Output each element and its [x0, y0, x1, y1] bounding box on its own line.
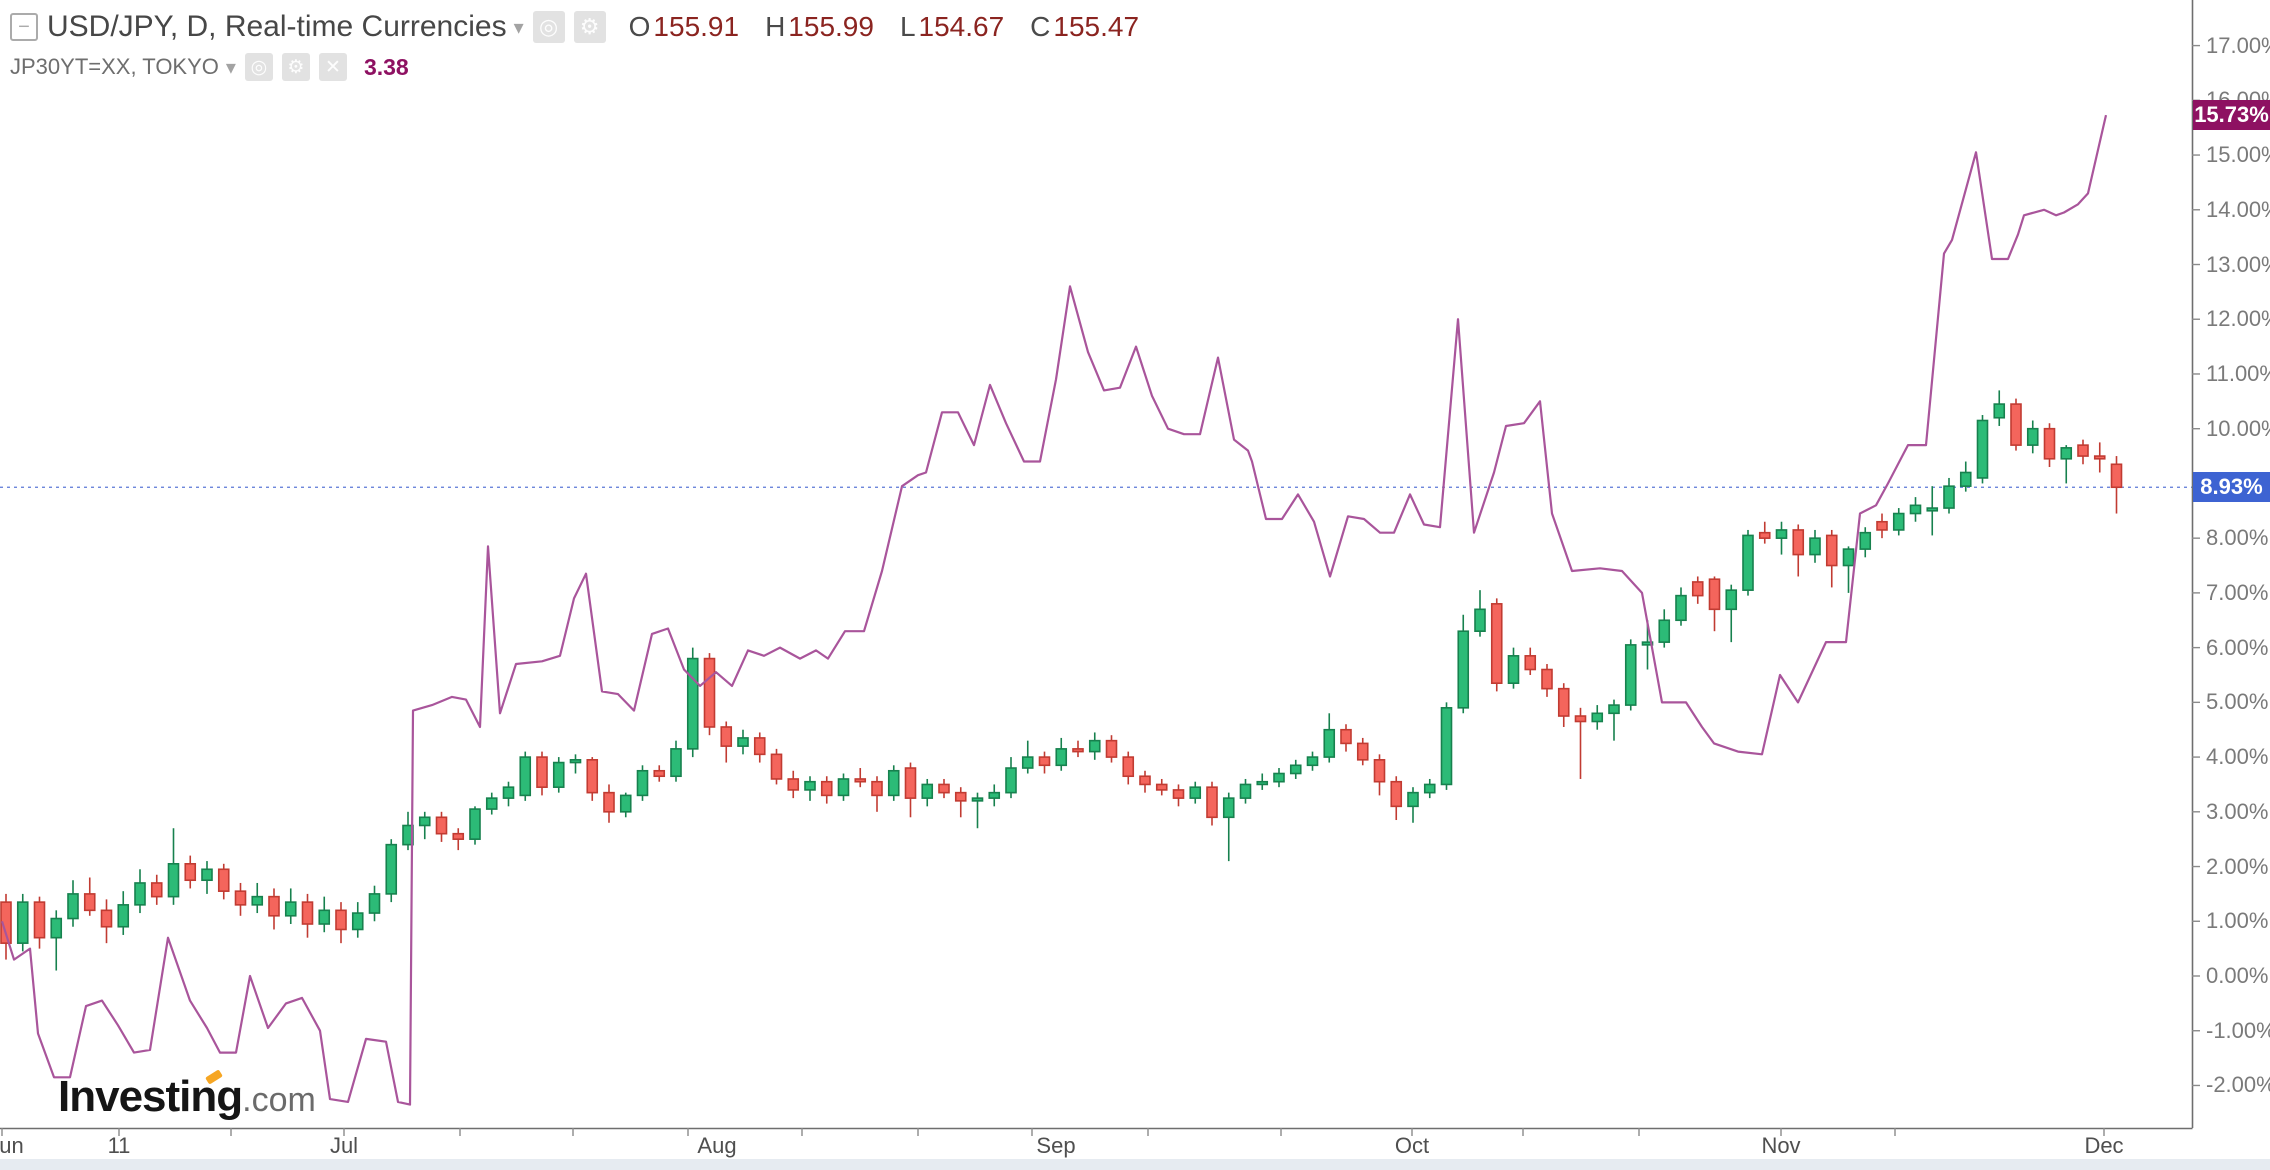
close-value: 155.47 — [1053, 11, 1140, 42]
chart-legend: − USD/JPY, D, Real-time Currencies ▾ ◎ ⚙… — [10, 6, 1139, 84]
logo-tld-text: .com — [242, 1081, 316, 1119]
price-badge-label: 8.93% — [2200, 474, 2263, 500]
y-axis-label: 4.00% — [2206, 744, 2269, 770]
investing-logo: Investing.com — [58, 1069, 316, 1122]
y-axis-label: 11.00% — [2206, 360, 2270, 386]
chevron-down-icon[interactable]: ▾ — [225, 56, 236, 79]
chevron-down-icon[interactable]: ▾ — [513, 16, 524, 39]
overlay-symbol-row: JP30YT=XX, TOKYO ▾ ◎ ⚙ ✕ 3.38 — [10, 50, 1139, 84]
low-label: L — [899, 11, 916, 42]
gear-icon[interactable]: ⚙ — [281, 53, 310, 81]
high-value: 155.99 — [788, 11, 874, 42]
x-axis-label: Oct — [1394, 1133, 1430, 1158]
open-label: O — [628, 11, 651, 42]
visibility-icon[interactable]: ◎ — [532, 11, 565, 43]
y-axis-label: 12.00% — [2206, 306, 2270, 332]
axis-ticks — [1, 44, 2200, 1136]
y-axis-label: 10.00% — [2206, 415, 2270, 441]
overlay-symbol-title[interactable]: JP30YT=XX, TOKYO — [10, 54, 219, 79]
low-value: 154.67 — [918, 11, 1005, 42]
y-axis-label: 5.00% — [2206, 689, 2269, 715]
x-axis-label: Nov — [1761, 1133, 1801, 1158]
y-axis-label: 7.00% — [2206, 579, 2269, 605]
y-axis-label: 8.00% — [2206, 525, 2269, 551]
y-axis-label: 1.00% — [2206, 908, 2269, 934]
collapse-icon[interactable]: − — [10, 13, 38, 41]
close-icon[interactable]: ✕ — [318, 53, 347, 81]
bottom-scrollbar-strip[interactable] — [0, 1159, 2270, 1170]
line-series-last-value-badge: 15.73% — [2193, 100, 2270, 131]
x-axis-label: 11 — [107, 1133, 131, 1158]
overlay-last-value: 3.38 — [363, 53, 409, 80]
y-axis-label: 3.00% — [2206, 798, 2269, 824]
x-axis-label: Jun — [0, 1133, 24, 1158]
candlestick-series — [0, 390, 2123, 971]
y-axis-label: 6.00% — [2206, 634, 2269, 660]
candle-series-last-value-badge: 8.93% — [2193, 472, 2270, 503]
high-label: H — [765, 11, 786, 42]
open-value: 155.91 — [653, 11, 740, 42]
y-axis-label: 14.00% — [2206, 196, 2270, 222]
x-axis-label: Dec — [2084, 1133, 2124, 1158]
y-axis-label: 15.00% — [2206, 142, 2270, 168]
y-axis-label: 2.00% — [2206, 853, 2269, 879]
close-label: C — [1030, 11, 1051, 42]
symbol-row: − USD/JPY, D, Real-time Currencies ▾ ◎ ⚙… — [10, 6, 1139, 48]
line-badge-label: 15.73% — [2194, 102, 2269, 128]
x-axis-label: Sep — [1036, 1133, 1076, 1158]
overlay-line-series — [0, 114, 2108, 1106]
y-axis-label: -2.00% — [2206, 1072, 2270, 1098]
x-axis-label: Jul — [329, 1133, 359, 1158]
y-axis-label: -1.00% — [2206, 1017, 2270, 1043]
gear-icon[interactable]: ⚙ — [573, 11, 606, 43]
y-axis-label: 0.00% — [2206, 963, 2269, 988]
y-axis-label: 17.00% — [2206, 32, 2270, 58]
ohlc-values: O 155.91 H 155.99 L 154.67 C 155.47 — [629, 11, 1139, 43]
visibility-icon[interactable]: ◎ — [244, 53, 273, 81]
x-axis-label: Aug — [697, 1133, 737, 1158]
symbol-title[interactable]: USD/JPY, D, Real-time Currencies — [47, 10, 507, 43]
y-axis-label: 13.00% — [2206, 251, 2270, 277]
axis-frame — [0, 0, 2194, 1130]
